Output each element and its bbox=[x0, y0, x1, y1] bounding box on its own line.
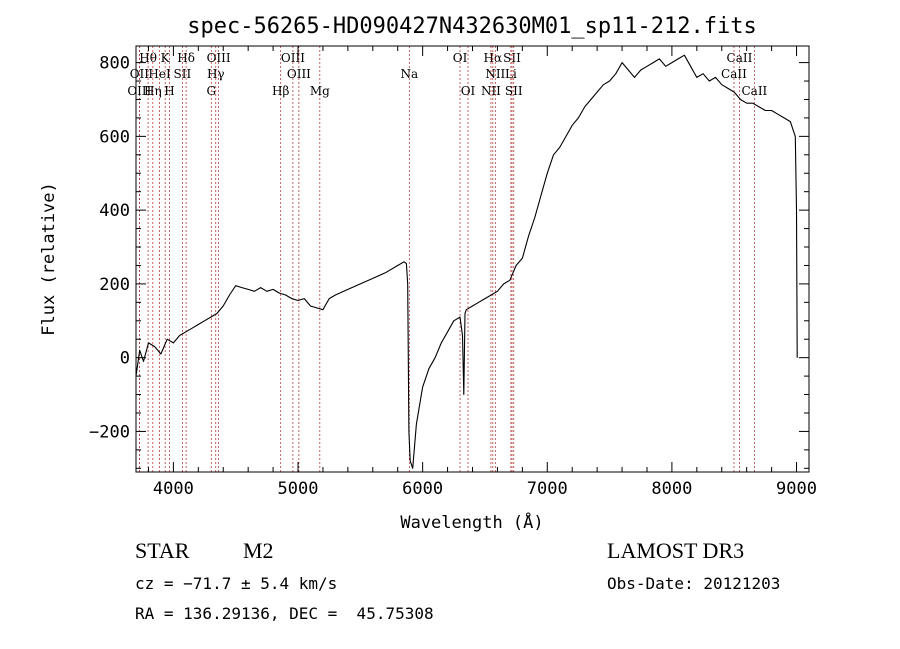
line-label-23: Na bbox=[400, 67, 418, 81]
series-line-0 bbox=[135, 54, 798, 469]
observation-date: Obs-Date: 20121203 bbox=[607, 574, 781, 593]
line-label-3: OIII bbox=[207, 51, 231, 65]
line-label-8: CaII bbox=[727, 51, 753, 65]
line-label-7: SII bbox=[503, 51, 521, 65]
y-tick-label-3: 400 bbox=[99, 201, 130, 221]
line-label-11: SII bbox=[174, 67, 192, 81]
line-label-13: OIII bbox=[287, 67, 311, 81]
line-label-17: OIII bbox=[127, 84, 151, 98]
chart-title: spec-56265-HD090427N432630M01_sp11-212.f… bbox=[187, 14, 757, 39]
y-tick-label-0: −200 bbox=[89, 422, 130, 442]
spectrum-chart: spec-56265-HD090427N432630M01_sp11-212.f… bbox=[39, 14, 817, 533]
line-label-12: Hγ bbox=[207, 67, 225, 81]
line-label-14: NII bbox=[485, 67, 505, 81]
x-axis-label: Wavelength (Å) bbox=[400, 511, 543, 533]
line-label-25: NII bbox=[481, 84, 501, 98]
line-label-20: G bbox=[206, 84, 216, 98]
object-subclass: M2 bbox=[243, 538, 274, 563]
y-axis-ticks: −200 0 200 400 600 800 bbox=[89, 54, 809, 469]
object-class: STAR bbox=[135, 538, 190, 563]
line-label-18: Hη bbox=[144, 84, 162, 98]
line-label-4: OIII bbox=[281, 51, 305, 65]
line-label-2: Hδ bbox=[177, 51, 195, 65]
line-label-22: Mg bbox=[310, 84, 330, 98]
x-tick-label-1: 5000 bbox=[278, 479, 319, 499]
x-tick-label-4: 8000 bbox=[651, 479, 692, 499]
x-tick-label-3: 7000 bbox=[527, 479, 568, 499]
line-label-16: CaII bbox=[721, 67, 747, 81]
line-label-10: HeI bbox=[148, 67, 171, 81]
line-label-27: CaII bbox=[741, 84, 767, 98]
line-label-24: OI bbox=[461, 84, 476, 98]
line-label-21: Hβ bbox=[272, 84, 289, 98]
redshift-velocity: cz = −71.7 ± 5.4 km/s bbox=[135, 574, 338, 593]
y-tick-label-1: 0 bbox=[120, 349, 130, 369]
spectrum-series bbox=[135, 54, 798, 469]
y-tick-label-5: 800 bbox=[99, 54, 130, 74]
line-label-5: OI bbox=[453, 51, 468, 65]
line-label-19: H bbox=[164, 84, 174, 98]
x-tick-label-0: 4000 bbox=[153, 479, 194, 499]
x-tick-label-5: 9000 bbox=[776, 479, 817, 499]
coordinates: RA = 136.29136, DEC = 45.75308 bbox=[135, 604, 434, 623]
plot-frame bbox=[135, 45, 810, 473]
line-label-1: K bbox=[161, 51, 171, 65]
x-tick-label-2: 6000 bbox=[402, 479, 443, 499]
y-tick-label-4: 600 bbox=[99, 127, 130, 147]
survey-name: LAMOST DR3 bbox=[607, 538, 745, 563]
y-tick-label-2: 200 bbox=[99, 275, 130, 295]
line-label-15: Li bbox=[505, 67, 517, 81]
line-label-26: SII bbox=[505, 84, 523, 98]
x-axis-ticks: 4000 5000 6000 7000 8000 9000 bbox=[147, 46, 817, 499]
line-label-6: Hα bbox=[484, 51, 503, 65]
y-axis-label: Flux (relative) bbox=[39, 182, 59, 336]
